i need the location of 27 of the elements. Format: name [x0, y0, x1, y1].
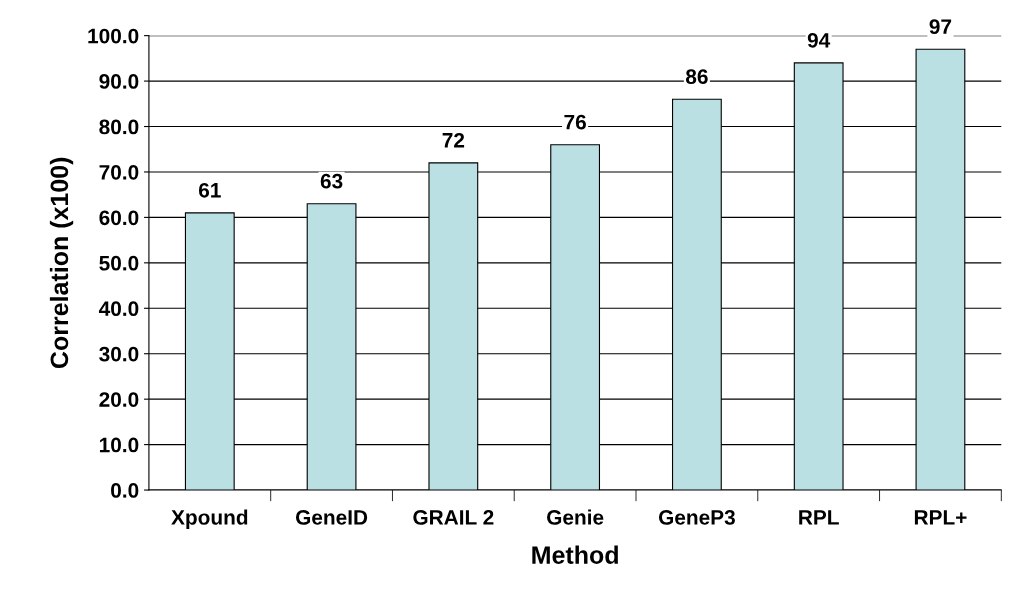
y-tick-label: 90.0: [99, 74, 139, 89]
data-label: 61: [198, 182, 221, 198]
y-tick-label: 0.0: [111, 483, 139, 498]
y-tick-label: 40.0: [98, 301, 139, 317]
y-tick-label: 10.0: [99, 437, 139, 453]
data-label: 94: [807, 32, 831, 48]
x-axis-title: Method: [532, 545, 618, 564]
data-label: 86: [685, 69, 708, 85]
y-tick-label: 60.0: [99, 210, 139, 226]
y-tick-label: 50.0: [99, 255, 139, 271]
y-tick-label: 80.0: [99, 119, 139, 135]
data-label: 76: [564, 114, 586, 130]
x-tick-label: Genie: [547, 509, 604, 525]
data-label: 97: [929, 19, 952, 35]
x-tick-label: GeneID: [295, 510, 368, 525]
y-tick-label: 20.0: [99, 392, 139, 407]
y-tick-label: 70.0: [99, 164, 139, 180]
y-tick-label: 100.0: [88, 28, 139, 44]
y-axis-title: Correlation (x100): [49, 157, 74, 369]
x-tick-label: RPL: [799, 510, 839, 525]
x-tick-label: Xpound: [171, 509, 248, 529]
x-tick-label: GeneP3: [658, 510, 735, 525]
data-label: 63: [320, 173, 343, 189]
data-label: 72: [442, 132, 465, 148]
x-tick-label: RPL+: [914, 510, 967, 525]
y-tick-label: 30.0: [99, 346, 139, 362]
x-tick-label: GRAIL 2: [413, 510, 494, 525]
